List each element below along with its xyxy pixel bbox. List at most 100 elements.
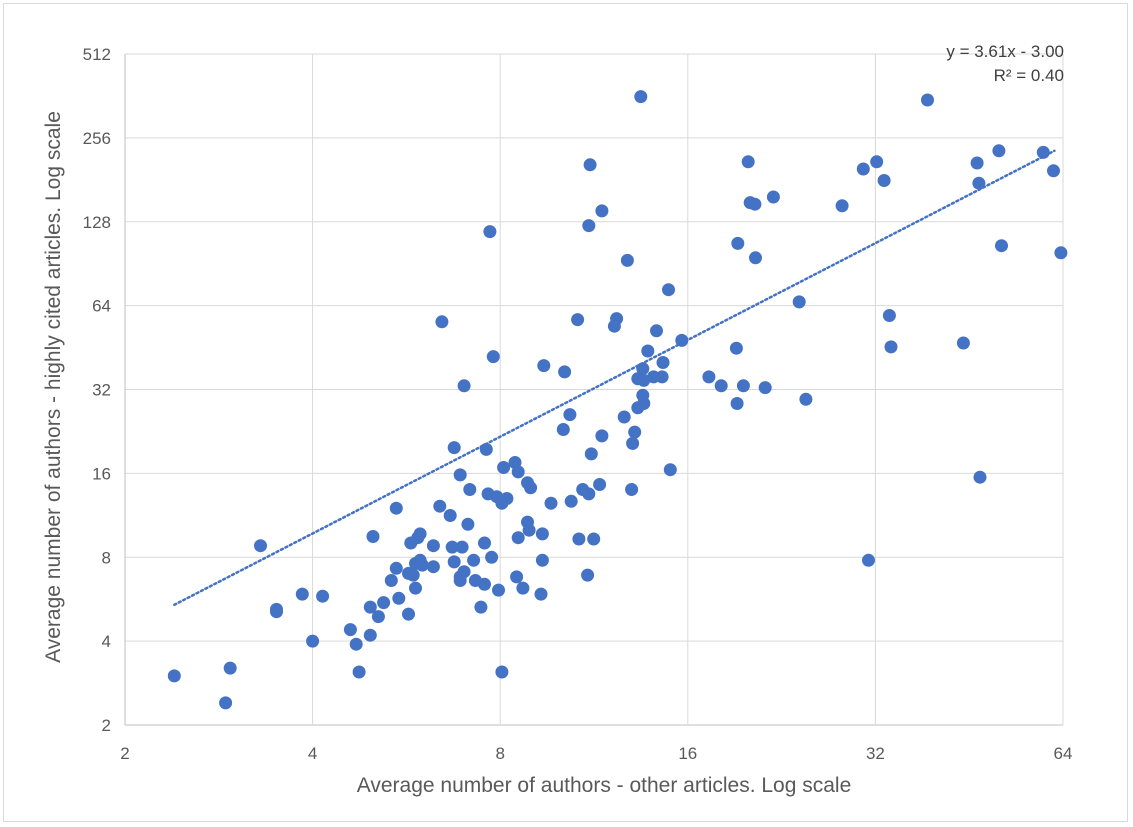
data-point <box>564 494 578 508</box>
data-point <box>729 341 743 355</box>
y-tick-label: 16 <box>92 464 111 483</box>
data-point <box>443 509 457 522</box>
x-axis-label: Average number of authors - other articl… <box>357 774 852 797</box>
data-point <box>862 553 875 567</box>
data-point <box>655 370 669 384</box>
data-point <box>877 174 891 187</box>
x-tick-label: 2 <box>120 744 129 763</box>
y-axis-label: Average number of authors - highly cited… <box>42 111 65 663</box>
data-point <box>495 665 509 679</box>
data-point <box>1047 164 1060 178</box>
data-point <box>617 410 631 424</box>
data-point <box>295 587 309 601</box>
data-point <box>270 602 283 616</box>
data-point <box>921 93 934 107</box>
data-point <box>537 359 551 373</box>
data-point <box>366 530 380 543</box>
y-tick-label: 64 <box>92 297 111 316</box>
data-point <box>736 379 750 393</box>
data-point <box>349 637 363 651</box>
data-point <box>457 379 471 393</box>
y-tick-label: 128 <box>83 213 111 232</box>
trendline-group <box>173 149 1056 607</box>
data-point <box>856 162 870 176</box>
data-point <box>563 408 577 422</box>
data-point <box>363 600 377 614</box>
data-point <box>731 236 745 250</box>
data-point <box>584 447 598 461</box>
data-point <box>413 527 427 541</box>
data-point <box>384 574 398 587</box>
data-point <box>478 536 491 550</box>
data-point <box>995 239 1008 253</box>
y-tick-label: 2 <box>102 716 111 735</box>
data-point <box>167 669 181 683</box>
data-point <box>516 581 530 595</box>
data-point <box>970 156 984 170</box>
data-point <box>593 478 607 491</box>
data-point <box>457 565 471 579</box>
x-tick-label: 64 <box>1054 744 1073 763</box>
tick-labels: 2 4 8 16 32 64 128 256 512 2 4 8 16 32 64 <box>83 45 1073 763</box>
data-point <box>406 568 420 582</box>
data-point <box>522 523 536 537</box>
data-point <box>637 397 651 410</box>
data-point <box>749 251 762 265</box>
data-point <box>447 555 461 569</box>
data-point <box>343 623 357 637</box>
data-point <box>492 583 505 597</box>
data-point <box>583 158 597 172</box>
data-point <box>524 481 538 495</box>
data-point <box>483 225 497 239</box>
data-point <box>219 696 233 710</box>
data-point <box>497 461 511 474</box>
data-point <box>474 600 488 614</box>
data-point <box>748 197 762 211</box>
data-point <box>663 463 677 477</box>
data-point <box>973 470 987 484</box>
data-point <box>534 587 548 601</box>
data-point <box>637 373 651 387</box>
data-point <box>714 379 728 393</box>
data-point <box>884 340 898 354</box>
data-point <box>415 558 429 572</box>
x-tick-label: 8 <box>495 744 504 763</box>
data-point <box>363 628 377 642</box>
data-point <box>426 539 440 553</box>
data-point <box>634 90 648 104</box>
data-point <box>626 436 640 450</box>
data-point <box>587 532 601 546</box>
data-point <box>992 144 1006 158</box>
data-point <box>389 501 403 515</box>
data-point <box>956 336 970 350</box>
data-point <box>799 392 813 406</box>
data-point <box>650 324 663 338</box>
data-point <box>486 350 500 364</box>
data-point <box>485 550 499 564</box>
data-points <box>167 90 1068 710</box>
data-point <box>389 561 403 575</box>
data-point <box>402 607 415 621</box>
data-point <box>254 539 267 553</box>
data-point <box>582 219 596 233</box>
y-tick-label: 4 <box>102 632 111 651</box>
data-point <box>377 596 391 610</box>
data-point <box>535 553 549 567</box>
data-point <box>500 492 514 505</box>
data-point <box>972 176 986 190</box>
data-point <box>595 429 609 443</box>
data-point <box>581 568 595 582</box>
data-point <box>478 577 491 591</box>
data-point <box>730 397 744 410</box>
data-point <box>595 204 609 218</box>
data-point <box>392 591 406 605</box>
data-point <box>371 610 385 624</box>
data-point <box>409 581 422 595</box>
x-tick-label: 32 <box>866 744 885 763</box>
data-point <box>582 487 596 501</box>
data-point <box>316 589 330 603</box>
data-point <box>544 496 558 510</box>
data-point <box>223 661 237 675</box>
data-point <box>510 570 524 584</box>
data-point <box>426 560 440 574</box>
